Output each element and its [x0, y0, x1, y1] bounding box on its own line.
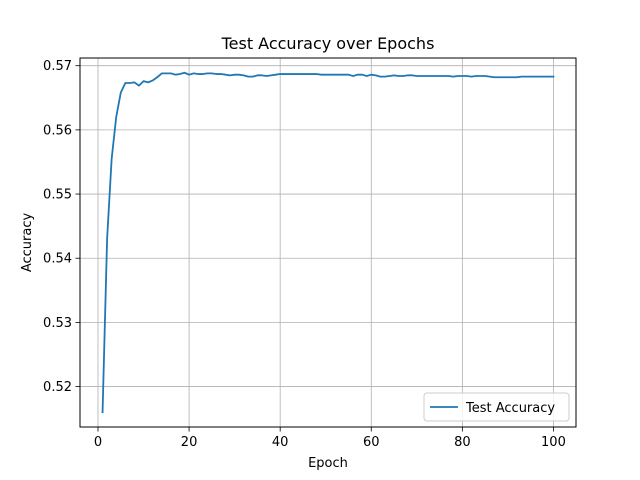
x-tick-label: 20 — [181, 435, 198, 450]
y-tick-label: 0.54 — [43, 252, 72, 267]
legend-label: Test Accuracy — [465, 401, 555, 416]
x-tick-label: 80 — [454, 435, 471, 450]
y-axis-label: Accuracy — [20, 213, 35, 273]
x-tick-label: 40 — [272, 435, 289, 450]
y-tick-label: 0.52 — [43, 380, 72, 395]
x-axis-label: Epoch — [308, 456, 348, 471]
legend: Test Accuracy — [423, 392, 570, 422]
y-tick-label: 0.56 — [43, 123, 72, 138]
chart-title: Test Accuracy over Epochs — [221, 34, 435, 53]
plot-frame — [79, 57, 577, 428]
x-tick-label: 60 — [363, 435, 380, 450]
x-tick-label: 0 — [94, 435, 102, 450]
y-tick-label: 0.53 — [43, 316, 72, 331]
series-line-test-accuracy — [101, 71, 555, 414]
y-tick-label: 0.55 — [43, 188, 72, 203]
y-axis-ticks: 0.52 0.53 0.54 0.55 0.56 0.57 — [43, 59, 80, 395]
x-tick-label: 100 — [541, 435, 566, 450]
grid — [80, 58, 576, 427]
legend-box — [423, 392, 570, 422]
y-tick-label: 0.57 — [43, 59, 72, 74]
series-layer — [101, 71, 555, 414]
x-axis-ticks: 0 20 40 60 80 100 — [94, 427, 566, 450]
